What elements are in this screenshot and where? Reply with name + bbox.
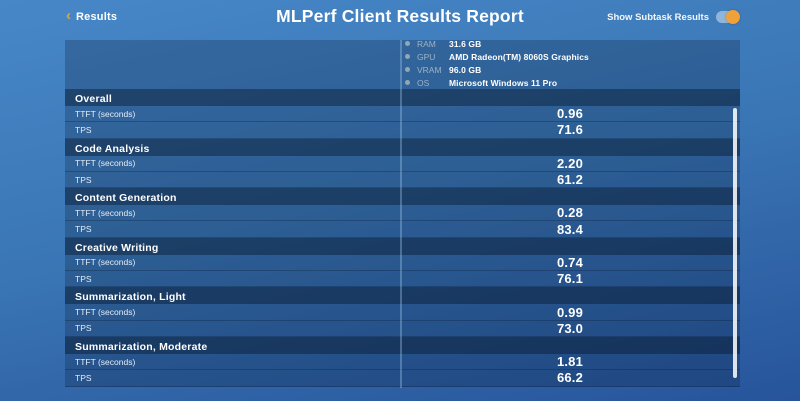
results-table[interactable]: RAM 31.6 GB GPU AMD Radeon(TM) 8060S Gra… xyxy=(65,40,740,388)
section-header-row: Creative Writing xyxy=(65,237,740,255)
section-name: Creative Writing xyxy=(75,241,159,254)
system-info-value: AMD Radeon(TM) 8060S Graphics xyxy=(449,51,589,62)
bullet-icon xyxy=(405,54,410,59)
tps-metric-label: TPS xyxy=(75,273,92,284)
subtask-results-toggle[interactable] xyxy=(716,10,740,24)
ttft-metric-label: TTFT (seconds) xyxy=(75,307,136,318)
scrollbar-thumb[interactable] xyxy=(733,108,737,378)
tps-metric-label: TPS xyxy=(75,174,92,185)
result-section: Creative Writing TTFT (seconds) 0.74 TPS… xyxy=(65,237,740,288)
tps-row: TPS 76.1 xyxy=(65,271,740,288)
ttft-row: TTFT (seconds) 1.81 xyxy=(65,353,740,371)
section-name: Content Generation xyxy=(75,192,177,205)
system-info-row: OS Microsoft Windows 11 Pro xyxy=(65,76,740,89)
system-info-label: RAM xyxy=(417,40,436,49)
ttft-value: 0.28 xyxy=(556,205,584,221)
system-info-label: VRAM xyxy=(417,64,442,75)
tps-row: TPS 71.6 xyxy=(65,122,740,139)
ttft-metric-label: TTFT (seconds) xyxy=(75,207,136,218)
result-section: Content Generation TTFT (seconds) 0.28 T… xyxy=(65,188,740,238)
section-header-row: Summarization, Moderate xyxy=(65,336,740,354)
tps-metric-label: TPS xyxy=(75,124,92,135)
tps-value: 83.4 xyxy=(556,221,584,237)
system-info-value: 96.0 GB xyxy=(449,64,482,75)
chevron-left-icon: ‹ xyxy=(66,7,71,24)
tps-row: TPS 73.0 xyxy=(65,320,740,337)
result-section: Summarization, Moderate TTFT (seconds) 1… xyxy=(65,336,740,387)
system-info-value: Microsoft Windows 11 Pro xyxy=(449,77,558,88)
system-info-row: RAM 31.6 GB xyxy=(65,40,740,50)
tps-value: 61.2 xyxy=(556,172,584,188)
ttft-value: 0.99 xyxy=(556,304,584,320)
tps-value: 73.0 xyxy=(556,320,584,336)
top-bar: ‹ Results MLPerf Client Results Report S… xyxy=(0,0,800,38)
system-info-label: GPU xyxy=(417,51,436,62)
toggle-knob-icon xyxy=(726,10,740,24)
system-info-row: VRAM 96.0 GB xyxy=(65,63,740,76)
section-header-row: Overall xyxy=(65,89,740,106)
ttft-row: TTFT (seconds) 2.20 xyxy=(65,155,740,172)
subtask-toggle-group: Show Subtask Results xyxy=(607,10,740,24)
ttft-metric-label: TTFT (seconds) xyxy=(75,356,136,367)
ttft-value: 0.96 xyxy=(556,106,584,122)
ttft-row: TTFT (seconds) 0.74 xyxy=(65,254,740,272)
tps-metric-label: TPS xyxy=(75,224,92,235)
tps-value: 76.1 xyxy=(556,271,584,287)
back-link-label: Results xyxy=(76,10,118,23)
back-link[interactable]: ‹ Results xyxy=(66,7,118,24)
result-section: Code Analysis TTFT (seconds) 2.20 TPS 61… xyxy=(65,138,740,189)
system-info-label: OS xyxy=(417,77,430,88)
page-title: MLPerf Client Results Report xyxy=(276,6,524,26)
tps-metric-label: TPS xyxy=(75,323,92,334)
section-header-row: Content Generation xyxy=(65,188,740,206)
bullet-icon xyxy=(405,80,410,85)
subtask-toggle-label: Show Subtask Results xyxy=(607,11,709,23)
tps-row: TPS 83.4 xyxy=(65,221,740,238)
system-info-row: GPU AMD Radeon(TM) 8060S Graphics xyxy=(65,50,740,63)
ttft-metric-label: TTFT (seconds) xyxy=(75,108,136,119)
ttft-value: 2.20 xyxy=(556,155,584,171)
system-info-value: 31.6 GB xyxy=(449,40,482,49)
tps-metric-label: TPS xyxy=(75,372,92,383)
ttft-value: 1.81 xyxy=(556,354,584,370)
bullet-icon xyxy=(405,67,410,72)
tps-value: 71.6 xyxy=(556,122,584,138)
section-name: Overall xyxy=(75,93,113,105)
ttft-row: TTFT (seconds) 0.99 xyxy=(65,304,740,321)
results-sections: Overall TTFT (seconds) 0.96 TPS 71.6 Cod… xyxy=(65,89,740,387)
ttft-value: 0.74 xyxy=(556,254,584,270)
ttft-row: TTFT (seconds) 0.28 xyxy=(65,205,740,222)
system-info-block: RAM 31.6 GB GPU AMD Radeon(TM) 8060S Gra… xyxy=(65,40,740,89)
section-name: Summarization, Light xyxy=(75,291,186,304)
section-name: Code Analysis xyxy=(75,142,150,155)
tps-value: 66.2 xyxy=(556,370,584,386)
tps-row: TPS 61.2 xyxy=(65,171,740,189)
ttft-metric-label: TTFT (seconds) xyxy=(75,257,136,268)
section-header-row: Code Analysis xyxy=(65,138,740,156)
section-name: Summarization, Moderate xyxy=(75,340,208,353)
tps-row: TPS 66.2 xyxy=(65,370,740,387)
section-header-row: Summarization, Light xyxy=(65,287,740,305)
ttft-row: TTFT (seconds) 0.96 xyxy=(65,106,740,123)
bullet-icon xyxy=(405,41,410,46)
ttft-metric-label: TTFT (seconds) xyxy=(75,158,136,169)
result-section: Summarization, Light TTFT (seconds) 0.99… xyxy=(65,287,740,337)
result-section: Overall TTFT (seconds) 0.96 TPS 71.6 xyxy=(65,89,740,139)
